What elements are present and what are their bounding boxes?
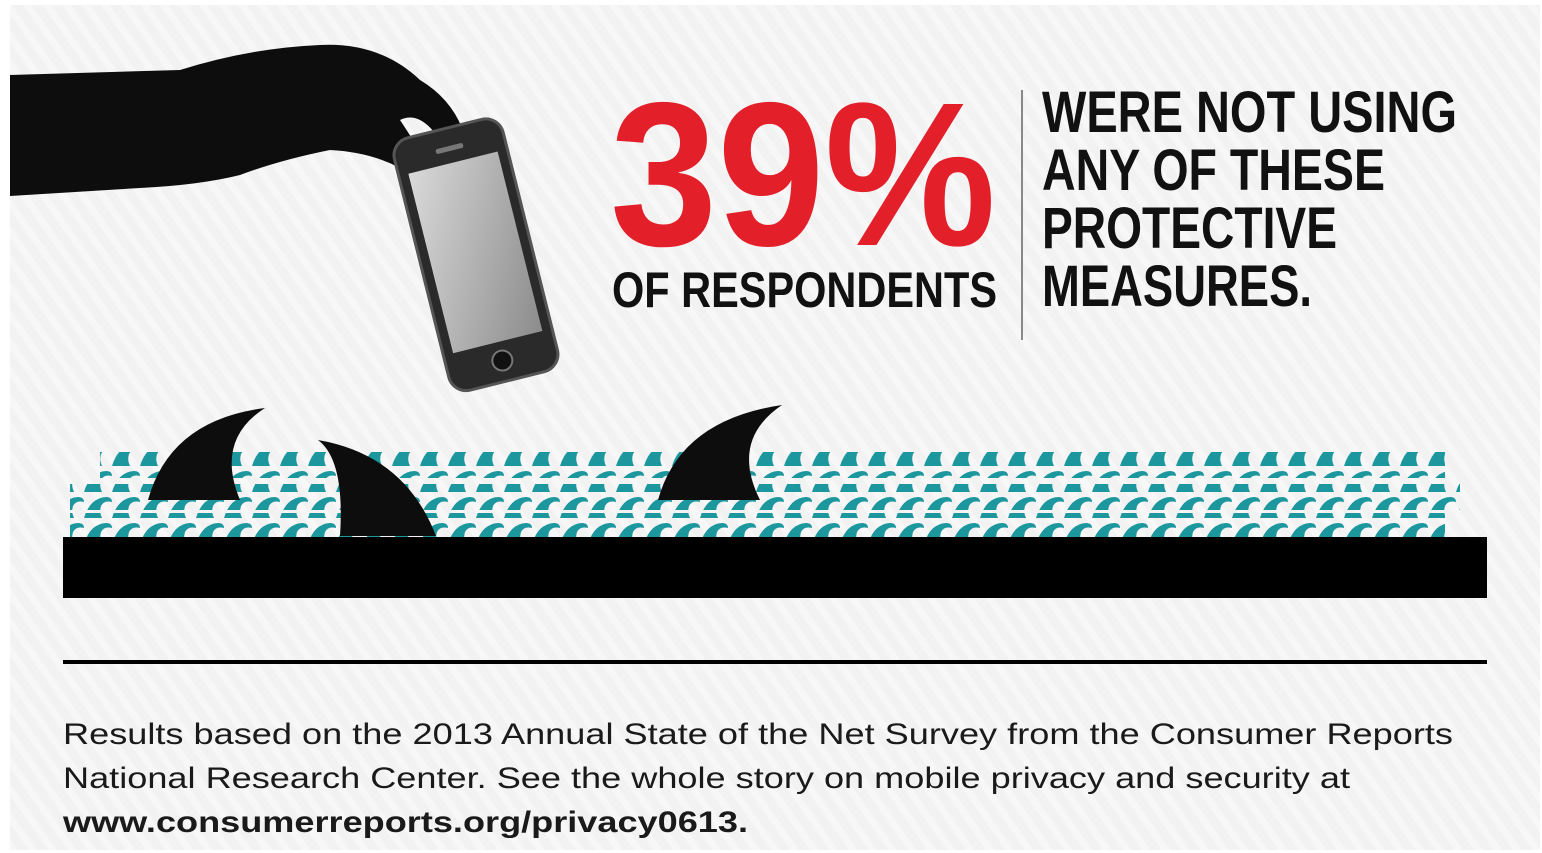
wave-row <box>70 484 1460 510</box>
shark-fin <box>318 440 436 536</box>
statement-line: WERE NOT USING <box>1042 80 1457 145</box>
vertical-divider <box>1021 90 1023 340</box>
wave-row <box>70 513 1445 539</box>
statement-line: MEASURES. <box>1042 254 1312 319</box>
stat-caption: OF RESPONDENTS <box>612 262 997 318</box>
stat: 39% <box>610 60 996 289</box>
footnote-line: National Research Center. See the whole … <box>63 762 1351 795</box>
statement-line: PROTECTIVE <box>1042 196 1337 261</box>
shark-fin <box>658 405 782 500</box>
divider <box>63 660 1487 664</box>
footnote-link: www.consumerreports.org/privacy0613. <box>62 806 748 839</box>
black-bar <box>63 537 1487 598</box>
wave-row <box>100 452 1445 478</box>
hand <box>10 44 462 196</box>
shark-fin <box>148 408 265 500</box>
footnote-line: Results based on the 2013 Annual State o… <box>63 718 1453 751</box>
statement-line: ANY OF THESE <box>1042 138 1385 203</box>
phone <box>392 117 560 393</box>
